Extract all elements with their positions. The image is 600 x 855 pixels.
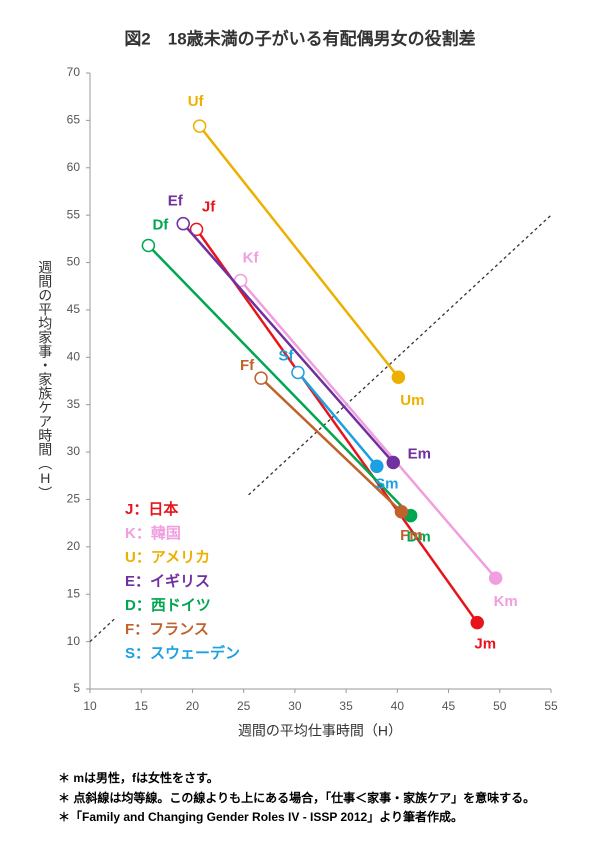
pair-line bbox=[239, 279, 497, 579]
point-label: Sm bbox=[375, 475, 398, 492]
point-label: Jf bbox=[202, 198, 216, 215]
pair-line bbox=[147, 244, 412, 517]
female-point bbox=[291, 365, 305, 380]
point-label: Km bbox=[494, 593, 518, 610]
legend-label: U：アメリカ bbox=[125, 549, 210, 566]
male-point bbox=[391, 370, 406, 384]
note: ＊ 点斜線は均等線。この線よりも上にある場合，「仕事＜家事・家族ケア」を意味する… bbox=[58, 790, 535, 805]
point-label: Df bbox=[152, 216, 169, 233]
y-tick-label: 10 bbox=[67, 634, 81, 648]
y-tick-label: 25 bbox=[67, 492, 81, 506]
x-tick-label: 25 bbox=[237, 699, 251, 713]
legend-label: D：西ドイツ bbox=[125, 597, 211, 614]
legend-label: J：日本 bbox=[125, 500, 178, 518]
y-tick-label: 70 bbox=[67, 65, 81, 79]
x-tick-label: 35 bbox=[339, 699, 353, 713]
male-point bbox=[394, 505, 409, 519]
pair-line bbox=[198, 125, 400, 378]
point-label: Jm bbox=[474, 636, 496, 653]
point-label: Dm bbox=[407, 529, 431, 546]
legend-label: K：韓国 bbox=[125, 524, 181, 542]
y-tick-label: 5 bbox=[73, 681, 80, 695]
legend-box bbox=[115, 495, 265, 670]
note: ＊ mは男性，fは女性をさす。 bbox=[58, 770, 219, 785]
pair-line bbox=[297, 371, 378, 468]
point-label: Um bbox=[400, 392, 424, 409]
y-tick-label: 60 bbox=[67, 160, 81, 174]
x-tick-label: 40 bbox=[391, 699, 405, 713]
y-tick-label: 15 bbox=[67, 586, 81, 600]
y-tick-label: 45 bbox=[67, 302, 81, 316]
female-point bbox=[192, 119, 207, 133]
x-tick-label: 15 bbox=[135, 699, 149, 713]
male-point bbox=[386, 455, 400, 470]
point-label: Sf bbox=[278, 347, 294, 364]
x-tick-label: 30 bbox=[288, 699, 302, 713]
x-tick-label: 50 bbox=[493, 699, 507, 713]
male-point bbox=[470, 615, 484, 630]
y-tick-label: 35 bbox=[67, 397, 81, 411]
female-point bbox=[141, 238, 156, 253]
legend-label: E：イギリス bbox=[125, 572, 210, 590]
point-label: Fm bbox=[400, 527, 423, 544]
x-tick-label: 55 bbox=[544, 699, 558, 713]
point-label: Ff bbox=[240, 357, 255, 374]
y-tick-label: 65 bbox=[67, 113, 81, 127]
male-point bbox=[370, 459, 384, 474]
female-point bbox=[189, 222, 204, 237]
y-tick-label: 30 bbox=[67, 444, 81, 458]
pair-line bbox=[260, 377, 403, 513]
pair-line bbox=[182, 222, 395, 464]
x-tick-label: 20 bbox=[186, 699, 200, 713]
x-tick-label: 45 bbox=[442, 699, 456, 713]
point-label: Kf bbox=[243, 250, 260, 267]
x-tick-label: 10 bbox=[83, 699, 97, 713]
x-axis-label: 週間の平均仕事時間（H） bbox=[238, 723, 402, 739]
y-axis-label: 週間の平均家事・家族ケア時間（H） bbox=[37, 260, 53, 500]
y-tick-label: 55 bbox=[67, 207, 81, 221]
legend-label: F：フランス bbox=[125, 621, 209, 638]
y-tick-label: 50 bbox=[67, 255, 81, 269]
pair-line bbox=[195, 228, 479, 624]
y-tick-label: 20 bbox=[67, 539, 81, 553]
point-label: Ef bbox=[168, 193, 184, 210]
y-tick-label: 40 bbox=[67, 349, 81, 363]
point-label: Uf bbox=[188, 93, 205, 110]
point-label: Em bbox=[408, 445, 431, 462]
male-point bbox=[488, 571, 503, 585]
legend-label: S：スウェーデン bbox=[125, 644, 240, 662]
chart-title: 図2 18歳未満の子がいる有配偶男女の役割差 bbox=[124, 28, 475, 48]
female-point bbox=[176, 216, 190, 231]
female-point bbox=[254, 371, 268, 385]
note: ＊「Family and Changing Gender Roles IV - … bbox=[58, 809, 463, 824]
